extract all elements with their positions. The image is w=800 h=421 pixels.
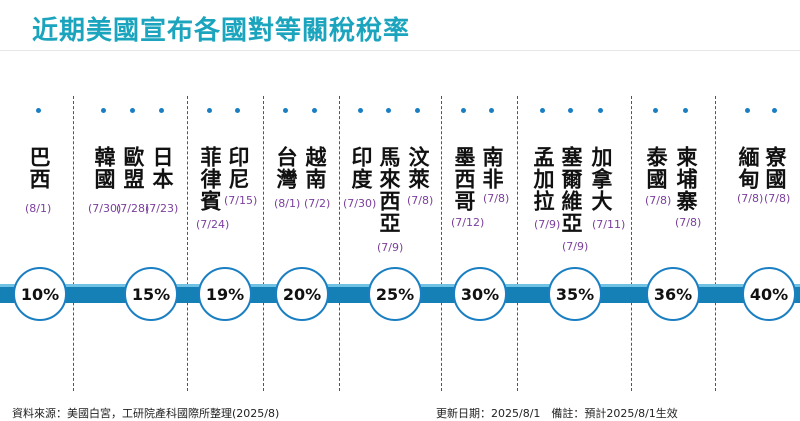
- country-name: 歐盟: [121, 146, 145, 190]
- rate-circle: 19%: [198, 267, 252, 321]
- country-name: 寮國: [763, 146, 787, 190]
- rate-circle: 25%: [368, 267, 422, 321]
- bullet-dot: [130, 108, 135, 113]
- group-divider: [441, 96, 442, 391]
- group-divider: [631, 96, 632, 391]
- country-date: (7/9): [377, 241, 404, 254]
- bullet-dot: [598, 108, 603, 113]
- country-name: 墨西哥: [452, 146, 476, 212]
- country-date: (7/9): [534, 218, 561, 231]
- country-date: (7/12): [451, 216, 485, 229]
- country-name: 越南: [303, 146, 327, 190]
- country-name: 加拿大: [589, 146, 613, 212]
- country-date: (7/8): [483, 192, 510, 205]
- bullet-dot: [568, 108, 573, 113]
- bullet-dot: [235, 108, 240, 113]
- country-name: 印尼: [226, 146, 250, 190]
- rate-circle: 15%: [124, 267, 178, 321]
- bullet-dot: [101, 108, 106, 113]
- source-note: 資料來源：美國白宮，工研院產科國際所整理(2025/8): [12, 407, 280, 420]
- country-date: (7/9): [562, 240, 589, 253]
- country-name: 緬甸: [736, 146, 760, 190]
- country-name: 印度: [349, 146, 373, 190]
- country-date: (8/1): [25, 202, 52, 215]
- bullet-dot: [683, 108, 688, 113]
- title-rule: [0, 50, 800, 51]
- update-note: 更新日期：2025/8/1 備註：預計2025/8/1生效: [436, 407, 678, 420]
- bullet-dot: [772, 108, 777, 113]
- country-date: (7/11): [592, 218, 626, 231]
- bullet-dot: [36, 108, 41, 113]
- country-name: 日本: [150, 146, 174, 190]
- country-date: (7/8): [737, 192, 764, 205]
- country-date: (7/8): [407, 194, 434, 207]
- rate-circle: 30%: [453, 267, 507, 321]
- country-name: 台灣: [274, 146, 298, 190]
- page-title: 近期美國宣布各國對等關稅稅率: [32, 16, 411, 46]
- country-name: 韓國: [92, 146, 116, 190]
- country-name: 南非: [480, 146, 504, 190]
- group-divider: [263, 96, 264, 391]
- bullet-dot: [207, 108, 212, 113]
- country-date: (7/8): [764, 192, 791, 205]
- country-date: (7/2): [304, 197, 331, 210]
- bullet-dot: [283, 108, 288, 113]
- country-name: 馬來西亞: [377, 146, 401, 234]
- bullet-dot: [745, 108, 750, 113]
- group-divider: [73, 96, 74, 391]
- country-date: (7/30): [88, 202, 122, 215]
- rate-circle: 20%: [275, 267, 329, 321]
- country-date: (7/23): [145, 202, 179, 215]
- country-name: 菲律賓: [198, 146, 222, 212]
- country-name: 巴西: [27, 146, 51, 190]
- rate-circle: 35%: [548, 267, 602, 321]
- bullet-dot: [540, 108, 545, 113]
- bullet-dot: [415, 108, 420, 113]
- country-name: 汶萊: [406, 146, 430, 190]
- bullet-dot: [461, 108, 466, 113]
- country-date: (7/28): [116, 202, 150, 215]
- rate-circle: 10%: [13, 267, 67, 321]
- country-date: (7/24): [196, 218, 230, 231]
- rate-circle: 36%: [646, 267, 700, 321]
- country-name: 塞爾維亞: [559, 146, 583, 234]
- group-divider: [339, 96, 340, 391]
- country-date: (7/30): [343, 197, 377, 210]
- country-name: 孟加拉: [531, 146, 555, 212]
- rate-circle: 40%: [742, 267, 796, 321]
- bullet-dot: [159, 108, 164, 113]
- group-divider: [715, 96, 716, 391]
- bullet-dot: [312, 108, 317, 113]
- group-divider: [517, 96, 518, 391]
- country-name: 柬埔寨: [674, 146, 698, 212]
- country-date: (7/15): [224, 194, 258, 207]
- bullet-dot: [386, 108, 391, 113]
- bullet-dot: [489, 108, 494, 113]
- country-date: (8/1): [274, 197, 301, 210]
- country-name: 泰國: [644, 146, 668, 190]
- bullet-dot: [358, 108, 363, 113]
- country-date: (7/8): [675, 216, 702, 229]
- country-date: (7/8): [645, 194, 672, 207]
- group-divider: [187, 96, 188, 391]
- bullet-dot: [653, 108, 658, 113]
